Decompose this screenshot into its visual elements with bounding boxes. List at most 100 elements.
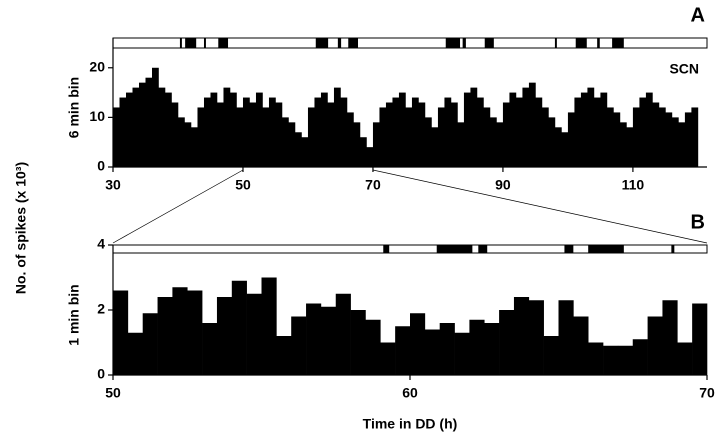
- bar: [320, 92, 328, 167]
- bar: [418, 102, 426, 167]
- bar: [439, 323, 455, 375]
- bar: [340, 97, 348, 167]
- bar: [632, 339, 648, 375]
- bar: [151, 67, 159, 167]
- activity-block: [478, 245, 488, 253]
- bar: [307, 107, 315, 167]
- bar: [606, 107, 614, 167]
- bar: [411, 97, 419, 167]
- bar: [587, 87, 595, 167]
- bar: [158, 87, 166, 167]
- bar: [246, 293, 262, 375]
- zoom-line: [112, 169, 244, 244]
- bar: [645, 92, 653, 167]
- bar: [522, 87, 530, 167]
- y-tick-label: 4: [97, 236, 105, 252]
- bar: [454, 332, 470, 375]
- bar: [431, 127, 439, 167]
- bar: [502, 102, 510, 167]
- activity-block: [554, 38, 557, 48]
- activity-block: [185, 38, 197, 48]
- bar: [489, 117, 497, 167]
- activity-block: [564, 245, 574, 253]
- bar: [125, 92, 133, 167]
- x-axis-label: Time in DD (h): [363, 416, 458, 432]
- bar: [692, 303, 708, 375]
- bar: [172, 287, 188, 375]
- bar: [573, 316, 589, 375]
- x-tick-label: 50: [235, 177, 251, 193]
- bar: [617, 345, 634, 375]
- bar: [528, 82, 536, 167]
- y-tick-label: 20: [89, 58, 105, 74]
- bar: [262, 107, 270, 167]
- activity-block: [315, 38, 329, 48]
- activity-block: [612, 38, 624, 48]
- bar: [184, 122, 192, 167]
- bar: [513, 297, 530, 375]
- bar: [665, 112, 673, 167]
- panel-label: A: [691, 4, 705, 26]
- bar: [410, 313, 426, 375]
- bar: [463, 92, 471, 167]
- bar: [470, 87, 478, 167]
- y-tick-label: 10: [89, 108, 105, 124]
- bar: [499, 310, 515, 375]
- y-axis-label: 6 min bin: [66, 77, 82, 138]
- activity-block: [348, 38, 359, 48]
- bar: [346, 112, 354, 167]
- activity-block: [218, 38, 229, 48]
- bar: [216, 297, 233, 375]
- activity-block: [588, 245, 624, 253]
- bar: [593, 97, 601, 167]
- activity-block: [179, 38, 182, 48]
- bar: [398, 92, 406, 167]
- bar: [558, 300, 574, 375]
- activity-block: [671, 245, 675, 253]
- bar: [483, 107, 491, 167]
- bar: [424, 117, 432, 167]
- bar: [242, 97, 250, 167]
- bar: [350, 310, 366, 375]
- bar: [541, 107, 549, 167]
- bar: [684, 112, 692, 167]
- bar: [216, 102, 224, 167]
- bar: [457, 122, 465, 167]
- bar: [190, 127, 198, 167]
- bar: [588, 342, 604, 375]
- shared-y-label: No. of spikes (x 10³): [13, 162, 29, 294]
- bar: [469, 319, 485, 375]
- annotation: SCN: [669, 61, 699, 77]
- bar: [223, 87, 231, 167]
- bar: [647, 316, 663, 375]
- y-axis-label: 1 min bin: [66, 284, 82, 345]
- bar: [484, 323, 500, 375]
- bar: [405, 107, 413, 167]
- bar: [320, 306, 337, 375]
- bar: [626, 127, 634, 167]
- bar: [255, 92, 263, 167]
- bar: [444, 97, 452, 167]
- activity-block: [575, 38, 587, 48]
- x-tick-label: 50: [105, 385, 121, 401]
- bar: [203, 97, 211, 167]
- x-tick-label: 30: [105, 177, 121, 193]
- bar: [366, 147, 374, 167]
- bar: [450, 102, 458, 167]
- bar: [306, 303, 322, 375]
- bar: [496, 122, 504, 167]
- bar: [395, 326, 411, 375]
- bar: [261, 277, 277, 375]
- activity-block: [597, 38, 600, 48]
- x-tick-label: 110: [622, 177, 645, 193]
- bar: [275, 102, 283, 167]
- bar: [509, 92, 517, 167]
- bar: [677, 342, 693, 375]
- bar: [359, 137, 367, 167]
- bar: [249, 102, 257, 167]
- bar: [580, 92, 588, 167]
- bar: [236, 107, 244, 167]
- bar: [691, 107, 699, 167]
- bar: [291, 316, 307, 375]
